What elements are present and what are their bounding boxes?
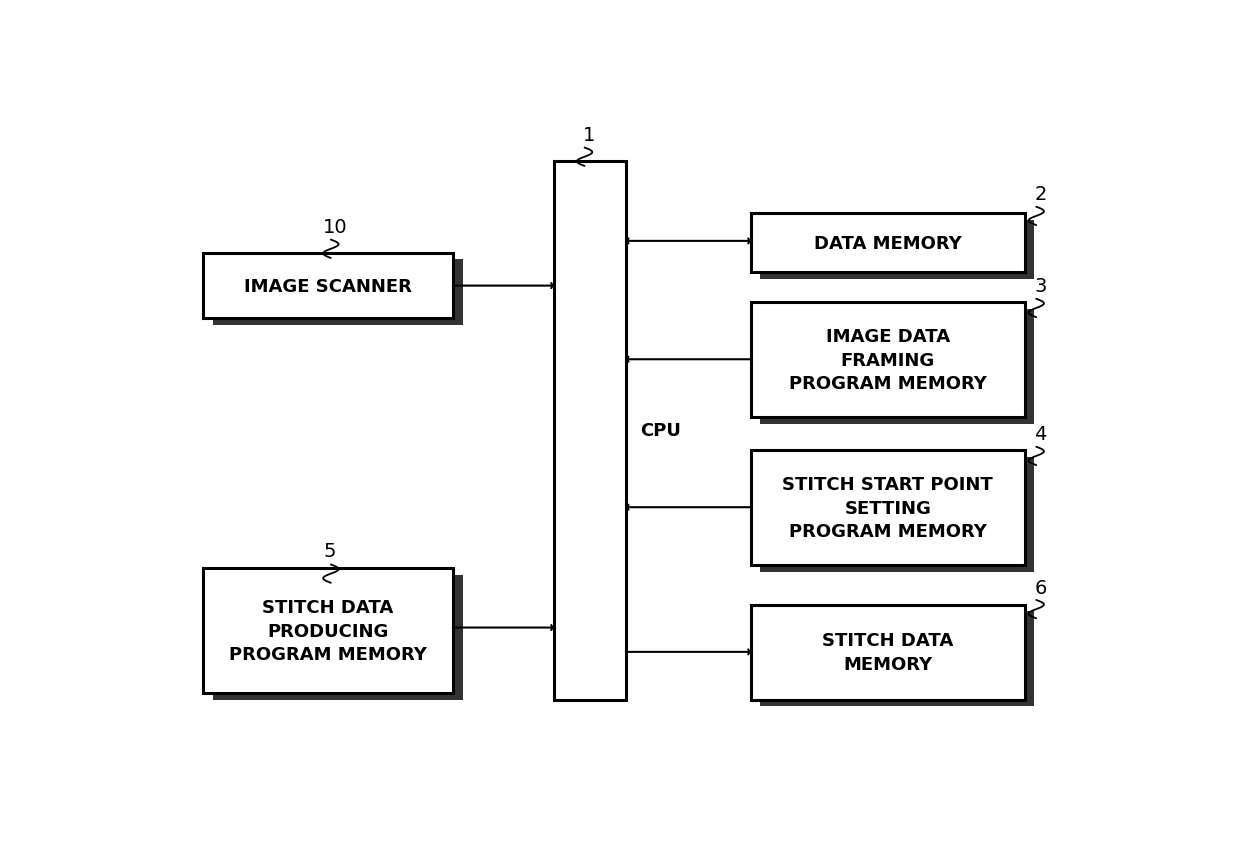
Bar — [203, 253, 453, 319]
Text: 1: 1 — [583, 126, 595, 145]
Bar — [554, 161, 626, 700]
Text: 10: 10 — [324, 218, 347, 237]
Text: 3: 3 — [1034, 276, 1047, 295]
Text: 2: 2 — [1034, 185, 1047, 204]
Text: CPU: CPU — [640, 421, 681, 440]
Text: STITCH START POINT
SETTING
PROGRAM MEMORY: STITCH START POINT SETTING PROGRAM MEMOR… — [782, 475, 993, 541]
Bar — [751, 214, 1024, 273]
Bar — [203, 569, 453, 693]
Bar — [751, 303, 1024, 418]
Bar — [751, 450, 1024, 566]
Bar — [760, 221, 1034, 280]
Bar — [760, 612, 1034, 706]
Text: STITCH DATA
PRODUCING
PROGRAM MEMORY: STITCH DATA PRODUCING PROGRAM MEMORY — [229, 599, 427, 664]
Text: STITCH DATA
MEMORY: STITCH DATA MEMORY — [822, 632, 954, 673]
Bar — [760, 310, 1034, 424]
Text: IMAGE DATA
FRAMING
PROGRAM MEMORY: IMAGE DATA FRAMING PROGRAM MEMORY — [789, 328, 987, 392]
Text: 4: 4 — [1034, 424, 1047, 444]
Bar — [213, 575, 463, 700]
Bar — [760, 457, 1034, 572]
Bar — [213, 260, 463, 326]
Bar — [751, 605, 1024, 700]
Text: 5: 5 — [324, 542, 336, 560]
Text: 6: 6 — [1034, 578, 1047, 597]
Text: IMAGE SCANNER: IMAGE SCANNER — [244, 277, 412, 295]
Text: DATA MEMORY: DATA MEMORY — [813, 235, 962, 252]
